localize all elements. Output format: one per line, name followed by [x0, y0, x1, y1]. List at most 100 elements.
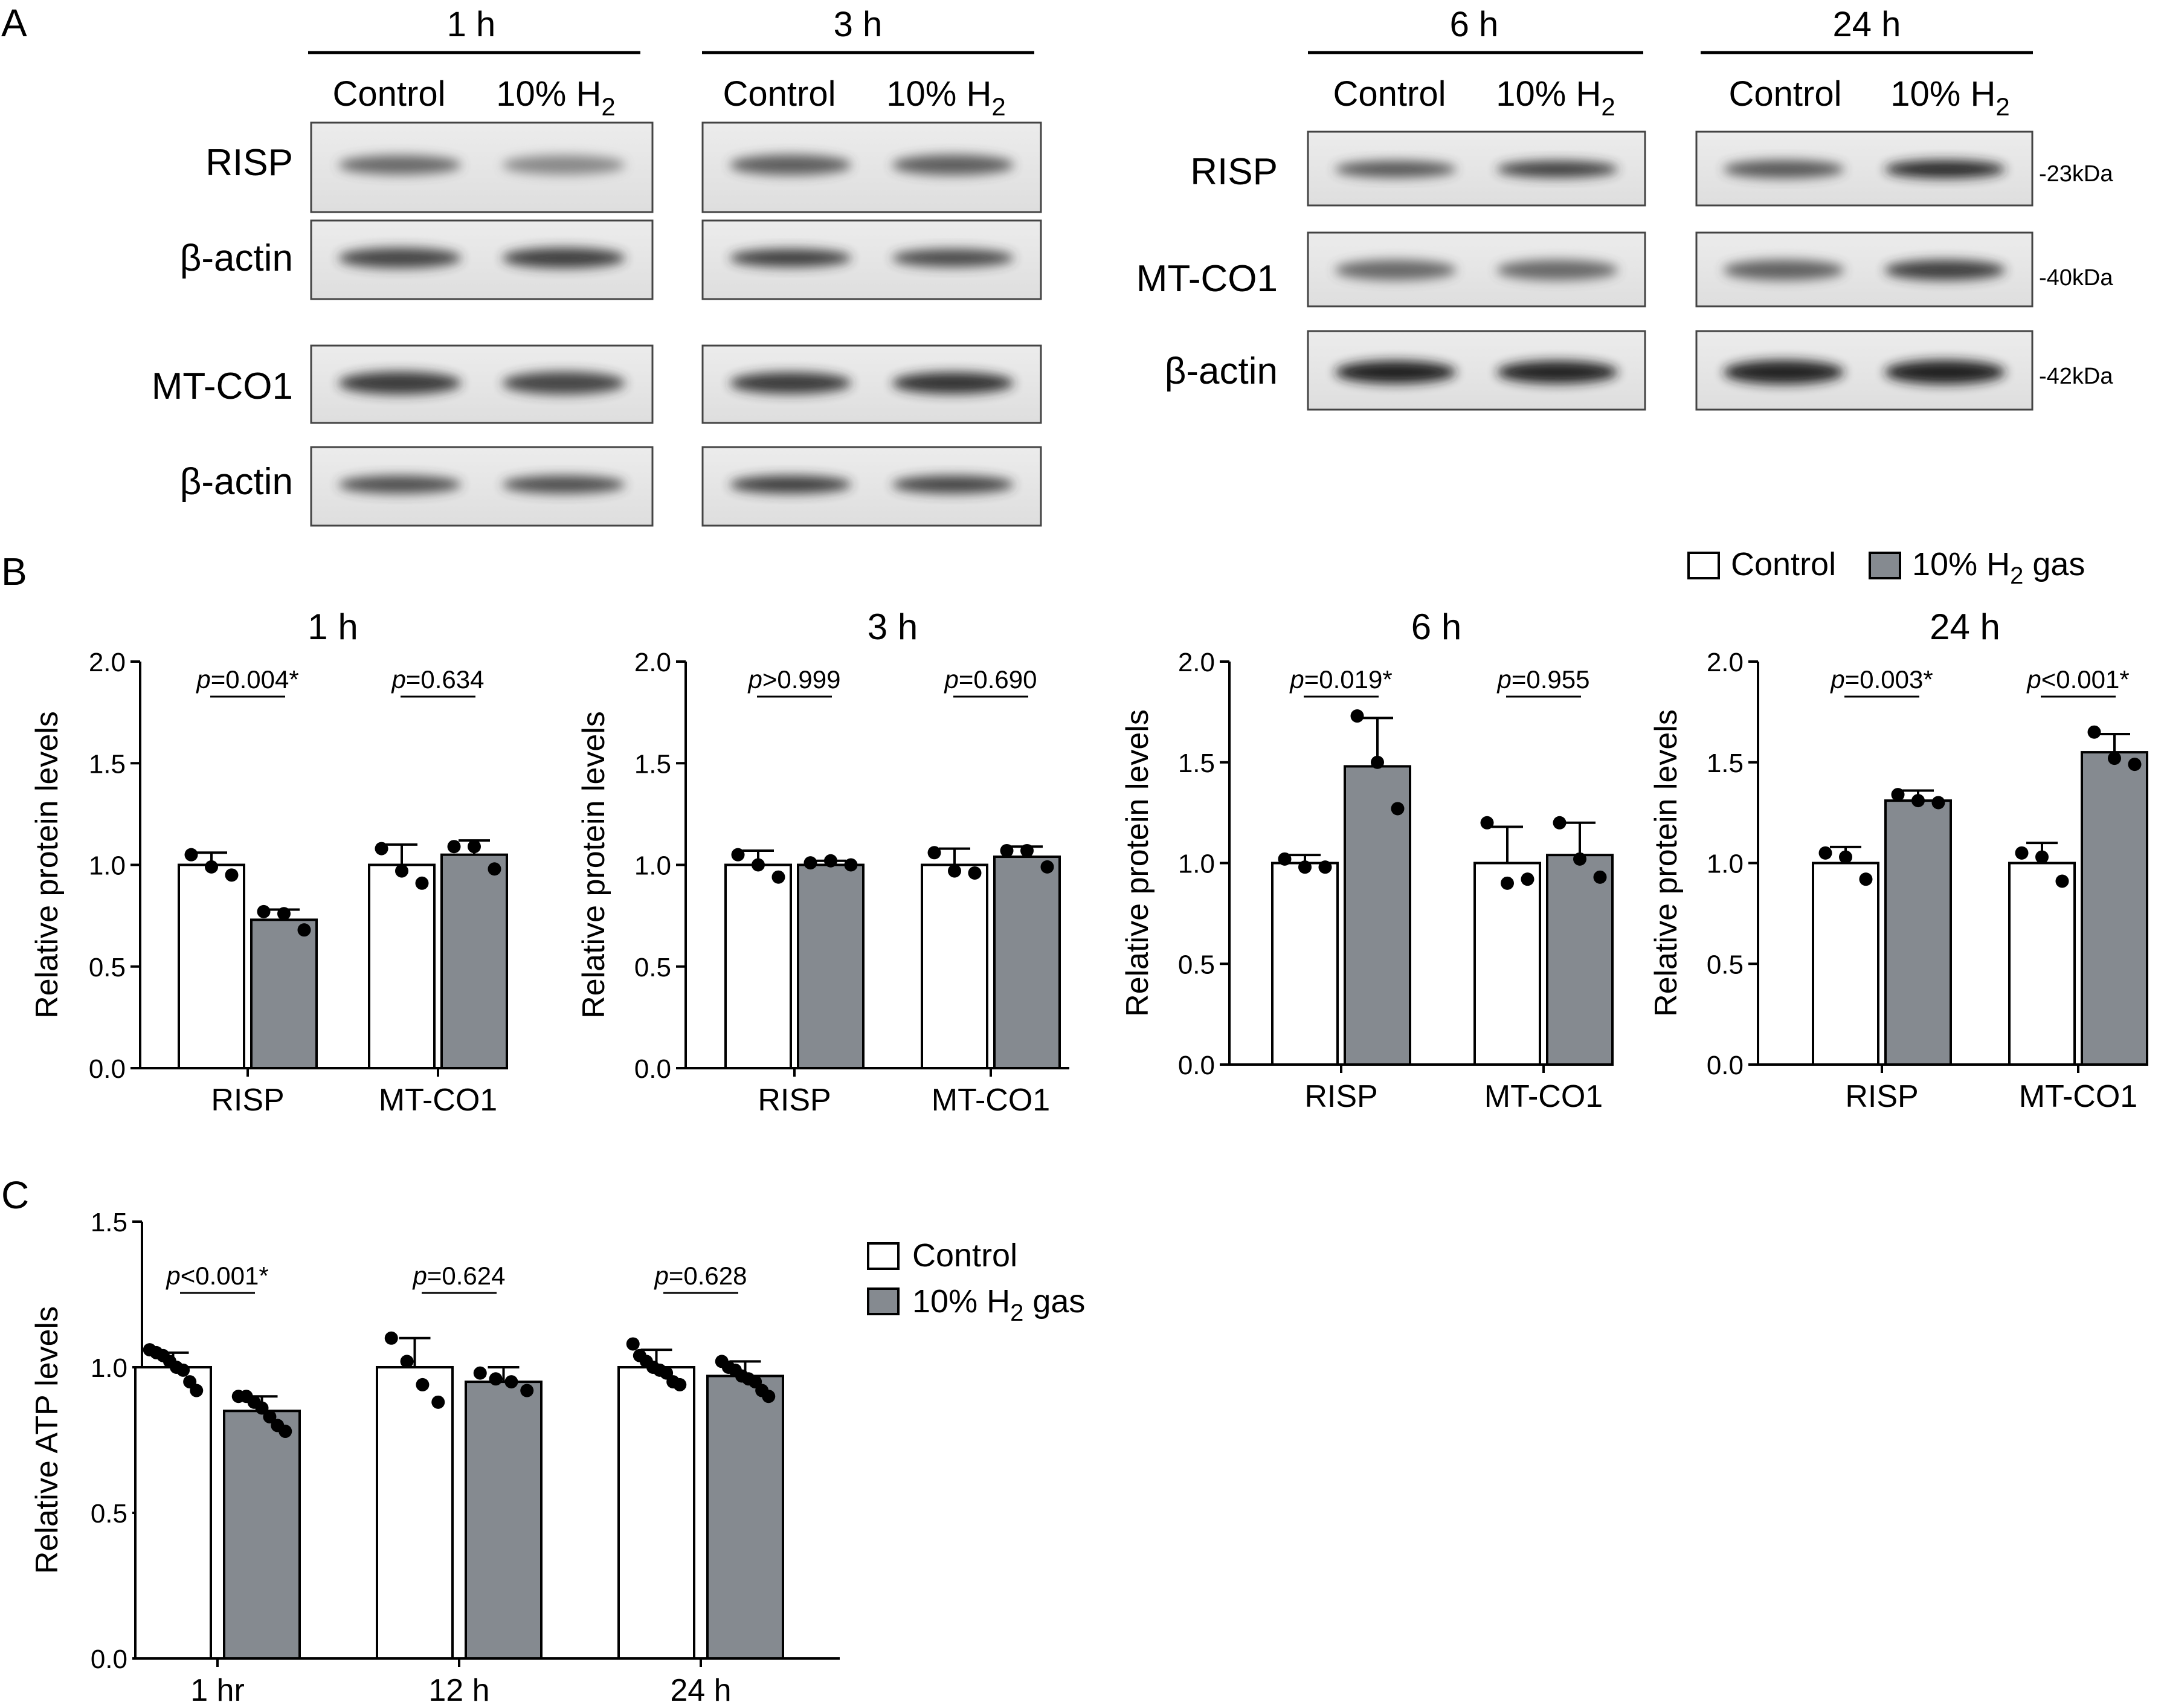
data-point: [190, 1384, 204, 1397]
legend-b-h2-label: 10% H2 gas: [1912, 546, 2085, 589]
data-point: [504, 1375, 518, 1389]
data-point: [1371, 755, 1384, 769]
legend-c-h2-swatch: [867, 1287, 900, 1315]
blot-10: [1307, 330, 1646, 411]
data-point: [255, 1401, 269, 1415]
y-tick-label: 1.5: [89, 749, 126, 779]
data-point: [297, 923, 311, 937]
data-point: [2087, 725, 2101, 739]
bar-h2-1: [2081, 751, 2148, 1066]
y-tick-label: 0.5: [1707, 950, 1744, 979]
row-label-mtco1-left: MT-CO1: [152, 366, 293, 407]
chart-2: 6 h 0.0 0.5 1.0 1.5 2.0 Relative protein level…: [1120, 607, 1614, 1114]
blot-band: [1335, 361, 1457, 384]
data-point: [1000, 843, 1014, 857]
data-point: [205, 860, 218, 874]
blot-band: [1884, 360, 2006, 384]
p-value-label: p>0.999: [747, 665, 841, 694]
y-tick-label: 1.5: [634, 749, 671, 779]
data-point: [257, 904, 271, 918]
lane-label-control-6h: Control: [1333, 74, 1446, 114]
y-tick-label: 1.0: [1178, 849, 1215, 879]
blot-13: [1695, 330, 2034, 411]
y-tick-label: 0.5: [1178, 950, 1215, 979]
data-point: [2108, 752, 2121, 765]
x-tick-label: RISP: [758, 1083, 831, 1118]
blot-3: [310, 446, 654, 527]
bar-h2-0: [1344, 765, 1411, 1066]
blot-band: [729, 475, 852, 494]
legend-panel-b: Control 10% H2 gas: [1687, 546, 2085, 589]
bar-control-0: [1812, 862, 1879, 1066]
data-point: [384, 1331, 398, 1345]
x-tick-label: RISP: [1845, 1079, 1918, 1114]
data-point: [1891, 788, 1905, 802]
bar-h2-0: [1884, 799, 1952, 1066]
bar-control-0: [178, 863, 245, 1069]
bar-h2-0: [223, 1410, 301, 1660]
bar-control-1: [2008, 862, 2076, 1066]
marker-40kda: -40kDa: [2039, 265, 2113, 291]
blot-band: [892, 475, 1014, 494]
x-tick-label: MT-CO1: [932, 1083, 1050, 1118]
data-point: [1350, 709, 1364, 723]
y-tick-label: 2.0: [1178, 648, 1215, 677]
y-tick-label: 0.0: [91, 1645, 127, 1674]
blot-band: [502, 372, 625, 395]
data-point: [626, 1337, 640, 1351]
blot-1: [310, 219, 654, 300]
row-label-actin-left-2: β-actin: [180, 461, 293, 503]
x-tick-label: 24 h: [670, 1673, 731, 1708]
data-point: [2128, 758, 2142, 772]
chart-title: 1 h: [308, 607, 358, 647]
blot-9: [1307, 231, 1646, 308]
data-point: [263, 1410, 277, 1423]
blot-band: [1335, 260, 1457, 280]
chart-3: 24 h 0.0 0.5 1.0 1.5 2.0 Relative protein leve…: [1649, 607, 2148, 1114]
data-point: [1553, 816, 1567, 830]
blot-band: [338, 248, 462, 268]
blot-11: [1695, 131, 2034, 207]
blot-band: [1723, 260, 1844, 280]
lane-label-control-3h: Control: [723, 74, 836, 114]
lane-label-control-1h: Control: [333, 74, 446, 114]
legend-c-control-swatch: [867, 1242, 900, 1270]
data-point: [416, 1378, 430, 1391]
chart-0: 1 h 0.0 0.5 1.0 1.5 2.0 Relative protein level…: [30, 607, 508, 1118]
y-tick-label: 0.0: [634, 1054, 671, 1084]
data-point: [731, 848, 745, 862]
data-point: [395, 864, 408, 878]
chart-title: 6 h: [1411, 607, 1461, 647]
data-point: [1521, 872, 1534, 886]
data-point: [473, 1366, 487, 1380]
y-tick-label: 1.5: [1707, 749, 1744, 778]
y-tick-label: 1.0: [91, 1353, 127, 1383]
p-value-label: p=0.004*: [195, 665, 298, 694]
data-point: [375, 842, 388, 856]
data-point: [400, 1355, 414, 1368]
blot-8: [1307, 131, 1646, 207]
bar-control-1: [921, 863, 988, 1069]
x-tick-label: 1 hr: [190, 1673, 245, 1708]
blot-time-1h: 1 h: [447, 5, 496, 44]
row-label-actin-left-1: β-actin: [180, 237, 293, 279]
legend-b-h2-swatch: [1869, 552, 1901, 579]
bar-charts: 1 h 0.0 0.5 1.0 1.5 2.0 Relative protein level…: [30, 607, 2148, 1708]
data-point: [447, 840, 461, 854]
legend-panel-c: Control 10% H2 gas: [867, 1237, 1085, 1326]
panel-a-letter: A: [1, 1, 27, 45]
lane-label-h2-1h: 10% H2: [496, 74, 615, 121]
data-point: [1391, 802, 1405, 816]
y-tick-label: 0.5: [89, 953, 126, 982]
data-point: [176, 1363, 190, 1377]
data-point: [2015, 846, 2029, 860]
y-axis-label: Relative ATP levels: [30, 1306, 65, 1574]
chart-title: 3 h: [868, 607, 918, 647]
data-point: [844, 858, 858, 872]
blot-band: [1884, 160, 2006, 178]
data-point: [277, 907, 291, 921]
bar-h2-1: [1546, 854, 1614, 1066]
data-point: [752, 858, 765, 872]
data-point: [1501, 876, 1514, 890]
bar-control-1: [1473, 862, 1541, 1066]
